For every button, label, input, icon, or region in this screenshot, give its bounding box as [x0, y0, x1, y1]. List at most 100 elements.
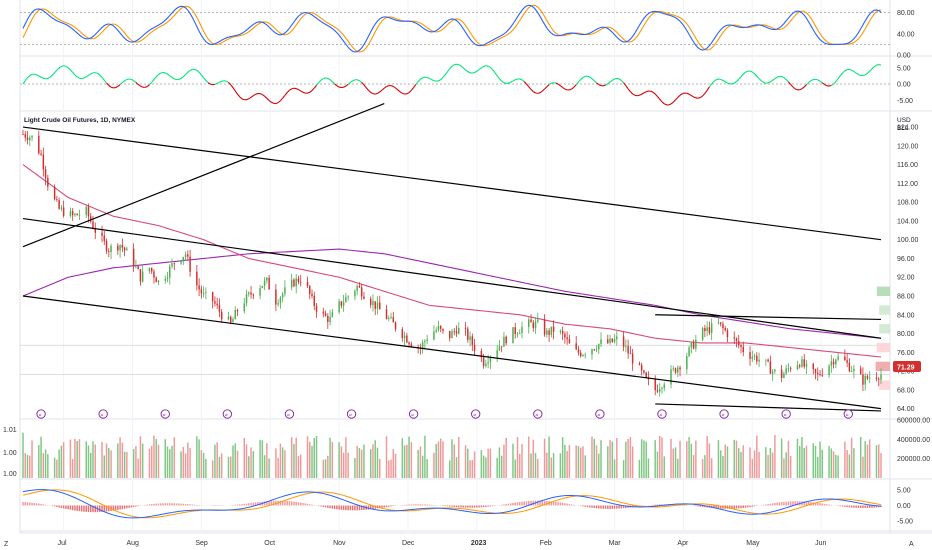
candle-body[interactable]: [850, 371, 853, 373]
volume-bar[interactable]: [503, 444, 505, 478]
candle-body[interactable]: [157, 280, 160, 283]
candle-body[interactable]: [329, 316, 331, 322]
volume-bar[interactable]: [724, 444, 726, 478]
volume-bar[interactable]: [281, 447, 284, 478]
volume-bar[interactable]: [528, 436, 530, 478]
candle-body[interactable]: [62, 207, 65, 216]
candle-body[interactable]: [656, 390, 659, 392]
volume-bar[interactable]: [234, 443, 236, 478]
candle-body[interactable]: [184, 254, 187, 257]
trendline[interactable]: [655, 403, 882, 412]
volume-bar[interactable]: [616, 438, 618, 478]
moving-average-long-line[interactable]: [22, 248, 882, 339]
candle-body[interactable]: [403, 335, 406, 339]
volume-bar[interactable]: [356, 445, 358, 478]
candle-body[interactable]: [259, 288, 261, 296]
candle-body[interactable]: [137, 266, 139, 270]
candle-body[interactable]: [372, 301, 374, 305]
volume-bar[interactable]: [789, 455, 792, 478]
candle-body[interactable]: [670, 369, 672, 385]
volume-bar[interactable]: [670, 438, 672, 478]
volume-bar[interactable]: [182, 446, 185, 478]
volume-bar[interactable]: [609, 440, 611, 478]
volume-bar[interactable]: [607, 446, 609, 478]
event-marker[interactable]: [471, 409, 481, 419]
volume-bar[interactable]: [516, 437, 519, 478]
volume-bar[interactable]: [184, 453, 187, 478]
volume-bar[interactable]: [69, 439, 72, 478]
volume-bar[interactable]: [505, 437, 507, 478]
candle-body[interactable]: [688, 347, 690, 357]
candle-body[interactable]: [71, 211, 74, 216]
candle-body[interactable]: [740, 345, 742, 347]
candle-body[interactable]: [690, 342, 693, 348]
candle-body[interactable]: [69, 211, 72, 216]
volume-bar[interactable]: [453, 444, 456, 478]
event-marker[interactable]: [284, 409, 295, 419]
volume-bar[interactable]: [518, 454, 521, 478]
volume-bar[interactable]: [211, 460, 214, 478]
volume-bar[interactable]: [859, 436, 862, 478]
candle-body[interactable]: [880, 374, 882, 380]
volume-bar[interactable]: [119, 437, 121, 478]
event-marker[interactable]: [346, 409, 357, 419]
candle-body[interactable]: [182, 256, 185, 261]
candle-body[interactable]: [390, 317, 392, 319]
volume-bar[interactable]: [424, 435, 426, 478]
volume-bar[interactable]: [480, 450, 483, 478]
candle-body[interactable]: [787, 368, 790, 370]
candle-body[interactable]: [442, 328, 444, 331]
volume-bar[interactable]: [631, 446, 634, 478]
candle-body[interactable]: [451, 331, 453, 339]
candle-body[interactable]: [410, 344, 413, 347]
volume-bar[interactable]: [94, 444, 96, 478]
volume-bar[interactable]: [837, 455, 839, 478]
candle-body[interactable]: [546, 330, 548, 335]
volume-bar[interactable]: [442, 441, 444, 478]
volume-bar[interactable]: [464, 445, 467, 478]
volume-bar[interactable]: [433, 452, 435, 478]
candle-body[interactable]: [74, 213, 76, 216]
candle-body[interactable]: [622, 336, 625, 347]
volume-bar[interactable]: [532, 439, 535, 478]
volume-bar[interactable]: [290, 437, 293, 478]
volume-bar[interactable]: [220, 453, 223, 478]
volume-bar[interactable]: [487, 448, 489, 478]
volume-bar[interactable]: [419, 446, 422, 478]
volume-bar[interactable]: [295, 437, 297, 478]
volume-bar[interactable]: [677, 458, 679, 478]
candle-body[interactable]: [803, 359, 805, 367]
trendline[interactable]: [22, 126, 882, 241]
candle-body[interactable]: [164, 278, 166, 281]
candle-body[interactable]: [214, 301, 216, 304]
candle-body[interactable]: [22, 134, 24, 135]
volume-bar[interactable]: [108, 447, 110, 478]
candle-body[interactable]: [837, 356, 839, 360]
candle-body[interactable]: [500, 346, 503, 348]
candle-body[interactable]: [252, 294, 255, 296]
volume-bar[interactable]: [171, 445, 173, 478]
price-panel[interactable]: » » » » » » » » » » » » » »: [20, 103, 890, 419]
candle-body[interactable]: [774, 369, 776, 372]
candle-body[interactable]: [817, 372, 819, 374]
candle-body[interactable]: [828, 365, 830, 376]
volume-bar[interactable]: [774, 434, 776, 478]
candle-body[interactable]: [94, 228, 96, 233]
candle-body[interactable]: [87, 206, 90, 217]
candle-body[interactable]: [218, 305, 221, 312]
event-marker[interactable]: [843, 409, 853, 419]
candle-body[interactable]: [155, 277, 157, 283]
candle-body[interactable]: [798, 365, 801, 367]
candle-body[interactable]: [645, 372, 647, 378]
volume-bar[interactable]: [435, 443, 437, 478]
volume-bar[interactable]: [227, 456, 230, 478]
candle-body[interactable]: [503, 336, 505, 347]
volume-bar[interactable]: [467, 448, 469, 478]
volume-bar[interactable]: [406, 444, 408, 478]
candle-body[interactable]: [579, 352, 582, 356]
volume-bar[interactable]: [577, 446, 580, 478]
volume-bar[interactable]: [360, 449, 363, 478]
volume-bar[interactable]: [426, 459, 428, 478]
candle-body[interactable]: [814, 369, 817, 373]
candle-body[interactable]: [537, 319, 539, 322]
